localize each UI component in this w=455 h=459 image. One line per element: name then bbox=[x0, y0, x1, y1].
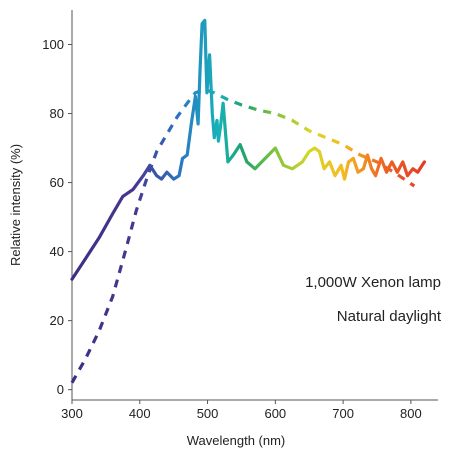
x-tick-label: 600 bbox=[264, 406, 286, 421]
x-tick-label: 300 bbox=[61, 406, 83, 421]
series-line-xenon-lamp bbox=[70, 18, 426, 281]
x-axis-ticks: 300 400 500 600 700 800 bbox=[61, 400, 422, 421]
legend-label-natural-daylight: Natural daylight bbox=[337, 308, 442, 325]
x-tick-label: 700 bbox=[332, 406, 354, 421]
x-axis-label: Wavelength (nm) bbox=[187, 433, 286, 448]
y-tick-label: 0 bbox=[57, 382, 64, 397]
y-tick-label: 40 bbox=[50, 244, 64, 259]
y-axis-ticks: 0 20 40 60 80 100 bbox=[42, 37, 72, 397]
y-axis-label: Relative intensity (%) bbox=[8, 144, 23, 266]
x-tick-label: 400 bbox=[129, 406, 151, 421]
legend-label-xenon-lamp: 1,000W Xenon lamp bbox=[305, 274, 441, 291]
series-line-natural-daylight bbox=[70, 87, 416, 384]
y-tick-label: 80 bbox=[50, 106, 64, 121]
x-tick-label: 500 bbox=[197, 406, 219, 421]
y-tick-label: 60 bbox=[50, 175, 64, 190]
y-tick-label: 100 bbox=[42, 37, 64, 52]
legend: 1,000W Xenon lamp Natural daylight bbox=[305, 260, 442, 325]
y-tick-label: 20 bbox=[50, 313, 64, 328]
x-tick-label: 800 bbox=[400, 406, 422, 421]
